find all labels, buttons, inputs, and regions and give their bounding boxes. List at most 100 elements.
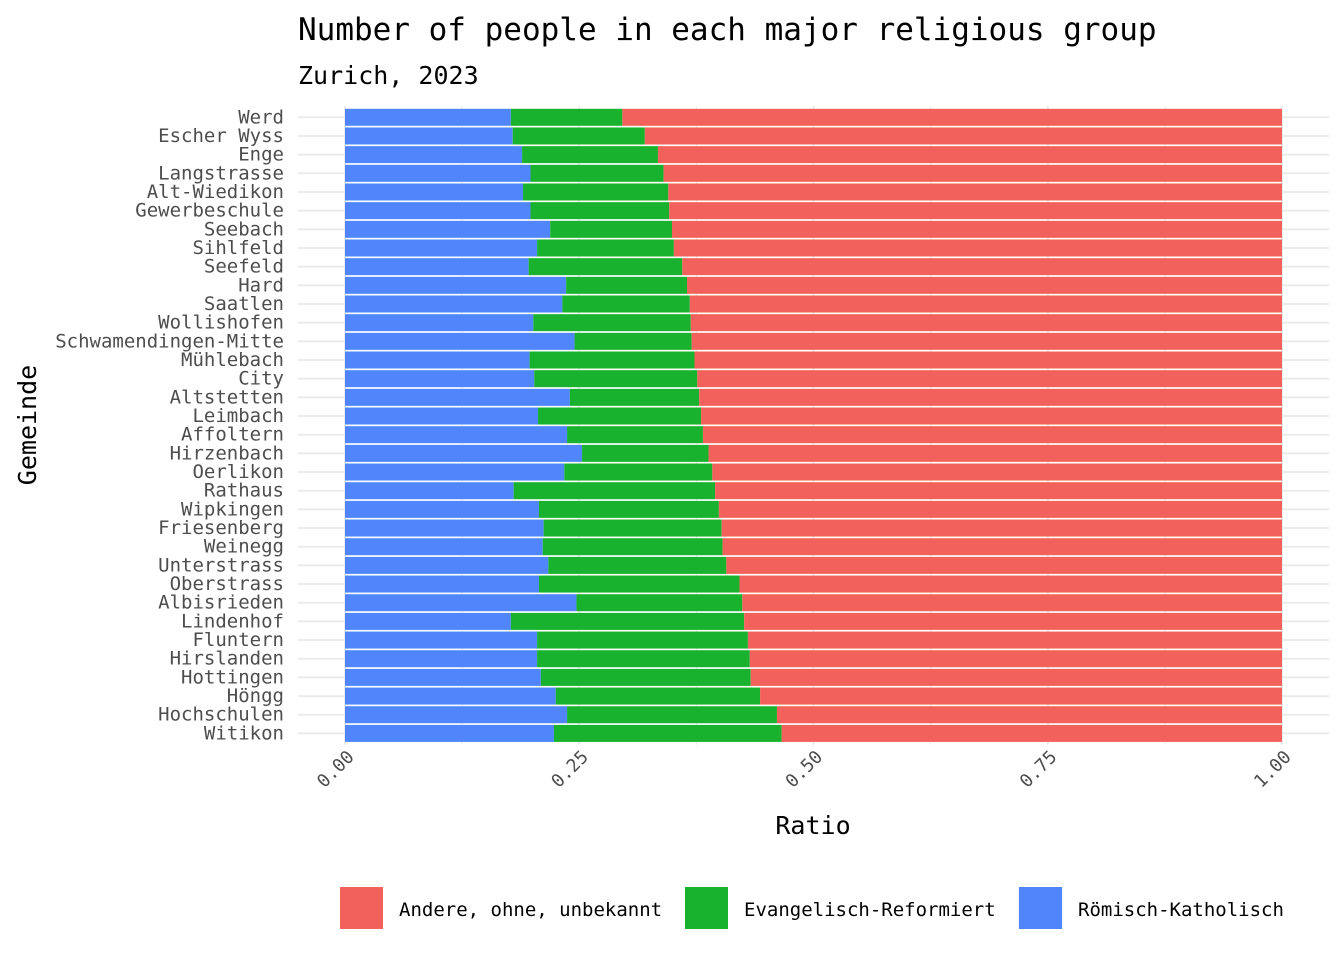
bar-segment bbox=[564, 463, 713, 481]
bar-segment bbox=[582, 444, 709, 462]
y-tick-label: City bbox=[238, 368, 284, 390]
bar-segment bbox=[744, 612, 1282, 630]
bar-segment bbox=[712, 463, 1282, 481]
bar-segment bbox=[555, 687, 761, 705]
y-tick-label: Langstrasse bbox=[158, 162, 284, 184]
bar-segment bbox=[533, 314, 691, 332]
x-tick-label: 1.00 bbox=[1250, 747, 1296, 793]
y-tick-label: Hirslanden bbox=[170, 648, 284, 670]
bar-segment bbox=[553, 724, 782, 742]
bar-segment bbox=[548, 556, 727, 574]
bar-segment bbox=[345, 295, 563, 313]
bar-segment bbox=[702, 426, 1282, 444]
y-tick-label: Rathaus bbox=[204, 480, 284, 502]
bar-segment bbox=[345, 407, 539, 425]
x-tick-label: 0.50 bbox=[782, 747, 828, 793]
bar-segment bbox=[776, 706, 1282, 724]
bar-segment bbox=[345, 612, 511, 630]
bar-segment bbox=[537, 631, 748, 649]
bar-segment bbox=[345, 650, 538, 668]
bar-segment bbox=[540, 668, 751, 686]
bar-segment bbox=[345, 202, 531, 220]
bar-segment bbox=[750, 668, 1282, 686]
bar-segment bbox=[345, 724, 554, 742]
bar-segment bbox=[742, 594, 1282, 612]
bar-segment bbox=[644, 127, 1282, 145]
bar-segment bbox=[689, 295, 1282, 313]
bar-segment bbox=[345, 706, 568, 724]
legend-swatch bbox=[340, 887, 383, 929]
bar-segment bbox=[345, 220, 551, 238]
bar-segment bbox=[510, 108, 623, 126]
bar-segment bbox=[345, 239, 538, 257]
bar-segment bbox=[690, 314, 1282, 332]
y-tick-label: Affoltern bbox=[181, 424, 284, 446]
bar-segment bbox=[345, 388, 570, 406]
legend-swatch bbox=[685, 887, 728, 929]
bar-segment bbox=[345, 444, 583, 462]
legend-swatch bbox=[1019, 887, 1062, 929]
bar-segment bbox=[673, 239, 1282, 257]
y-tick-label: Fluntern bbox=[192, 629, 284, 651]
bar-segment bbox=[542, 538, 723, 556]
bar-segment bbox=[537, 650, 750, 668]
y-tick-label: Wipkingen bbox=[181, 498, 284, 520]
y-tick-label: Wollishofen bbox=[158, 312, 284, 334]
bar-segment bbox=[668, 183, 1282, 201]
bar-segment bbox=[345, 687, 556, 705]
chart-title: Number of people in each major religious… bbox=[298, 12, 1157, 48]
bar-segment bbox=[345, 538, 543, 556]
bar-segment bbox=[715, 482, 1282, 500]
x-tick-label: 0.00 bbox=[313, 747, 359, 793]
y-tick-label: Lindenhof bbox=[181, 610, 284, 632]
bar-segment bbox=[699, 388, 1282, 406]
bar-segment bbox=[345, 594, 577, 612]
bar-segment bbox=[345, 500, 539, 518]
bar-segment bbox=[345, 556, 549, 574]
bar-segment bbox=[701, 407, 1282, 425]
y-tick-label: Werd bbox=[238, 106, 284, 128]
bar-segment bbox=[345, 164, 531, 182]
bar-segment bbox=[562, 295, 690, 313]
bar-segment bbox=[345, 127, 513, 145]
y-tick-label: Enge bbox=[238, 144, 284, 166]
bar-segment bbox=[530, 202, 670, 220]
bar-segment bbox=[345, 575, 539, 593]
chart-subtitle: Zurich, 2023 bbox=[298, 61, 479, 90]
y-tick-label: Schwamendingen-Mitte bbox=[55, 330, 284, 352]
y-tick-label: Altstetten bbox=[170, 386, 284, 408]
x-axis-tick-labels: 0.00 0.25 0.50 0.75 1.00 bbox=[313, 747, 1296, 793]
bar-segment bbox=[569, 388, 700, 406]
x-axis-title: Ratio bbox=[775, 811, 850, 840]
y-tick-label: Mühlebach bbox=[181, 349, 284, 371]
bar-segment bbox=[749, 650, 1282, 668]
bar-segment bbox=[682, 258, 1282, 276]
bar-segment bbox=[528, 258, 683, 276]
bar-segment bbox=[345, 258, 529, 276]
bar-segment bbox=[523, 183, 669, 201]
y-tick-label: Escher Wyss bbox=[158, 125, 284, 147]
bar-segment bbox=[781, 724, 1282, 742]
bar-segment bbox=[345, 463, 565, 481]
bar-segment bbox=[691, 332, 1282, 350]
bar-segment bbox=[345, 519, 544, 537]
bar-segment bbox=[512, 127, 645, 145]
bar-segment bbox=[543, 519, 722, 537]
bar-segment bbox=[513, 482, 716, 500]
bar-segment bbox=[567, 426, 703, 444]
y-tick-label: Sihlfeld bbox=[192, 237, 284, 259]
bar-segment bbox=[739, 575, 1282, 593]
bar-segment bbox=[722, 538, 1282, 556]
bar-segment bbox=[534, 370, 698, 388]
y-tick-label: Seebach bbox=[204, 218, 284, 240]
y-tick-label: Seefeld bbox=[204, 256, 284, 278]
bar-segment bbox=[345, 146, 523, 164]
legend: Andere, ohne, unbekannt Evangelisch-Refor… bbox=[340, 887, 1284, 929]
bar-segment bbox=[345, 426, 568, 444]
bar-segment bbox=[345, 332, 575, 350]
bar-segment bbox=[694, 351, 1282, 369]
bar-segment bbox=[726, 556, 1282, 574]
bar-segment bbox=[657, 146, 1282, 164]
y-tick-label: Hochschulen bbox=[158, 704, 284, 726]
